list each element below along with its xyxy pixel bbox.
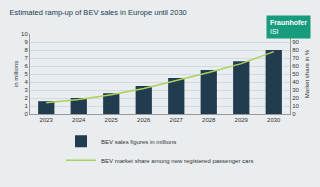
svg-text:BEV market share among new reg: BEV market share among new registered pa… <box>101 158 253 164</box>
svg-text:5: 5 <box>24 71 28 77</box>
svg-text:2023: 2023 <box>40 117 54 123</box>
svg-text:0: 0 <box>292 111 296 117</box>
svg-text:7: 7 <box>24 55 28 61</box>
svg-text:90: 90 <box>292 39 299 45</box>
svg-text:9: 9 <box>24 39 28 45</box>
svg-text:20: 20 <box>292 95 299 101</box>
svg-text:30: 30 <box>292 87 299 93</box>
svg-text:2029: 2029 <box>235 117 249 123</box>
svg-text:50: 50 <box>292 71 299 77</box>
svg-text:2025: 2025 <box>105 117 119 123</box>
svg-text:2030: 2030 <box>267 117 281 123</box>
svg-text:FraunhoferISI: FraunhoferISI <box>270 19 307 35</box>
svg-text:10: 10 <box>292 103 299 109</box>
svg-text:BEV sales figures in millions: BEV sales figures in millions <box>101 139 176 145</box>
svg-text:10: 10 <box>21 31 28 37</box>
svg-text:70: 70 <box>292 55 299 61</box>
svg-text:2028: 2028 <box>202 117 216 123</box>
svg-text:1: 1 <box>24 103 28 109</box>
svg-text:6: 6 <box>24 63 28 69</box>
svg-text:in millions: in millions <box>13 61 19 87</box>
svg-text:8: 8 <box>24 47 28 53</box>
svg-text:2: 2 <box>24 95 28 101</box>
svg-text:Estimated ramp-up of BEV sales: Estimated ramp-up of BEV sales in Europe… <box>10 8 187 17</box>
svg-text:0: 0 <box>24 111 28 117</box>
svg-text:80: 80 <box>292 47 299 53</box>
svg-text:3: 3 <box>24 87 28 93</box>
svg-text:Market share in %: Market share in % <box>304 49 310 98</box>
svg-text:60: 60 <box>292 63 299 69</box>
svg-text:2026: 2026 <box>137 117 151 123</box>
svg-text:40: 40 <box>292 79 299 85</box>
svg-text:2024: 2024 <box>72 117 86 123</box>
svg-text:4: 4 <box>24 79 28 85</box>
svg-text:2027: 2027 <box>170 117 184 123</box>
svg-text:100: 100 <box>292 31 303 37</box>
